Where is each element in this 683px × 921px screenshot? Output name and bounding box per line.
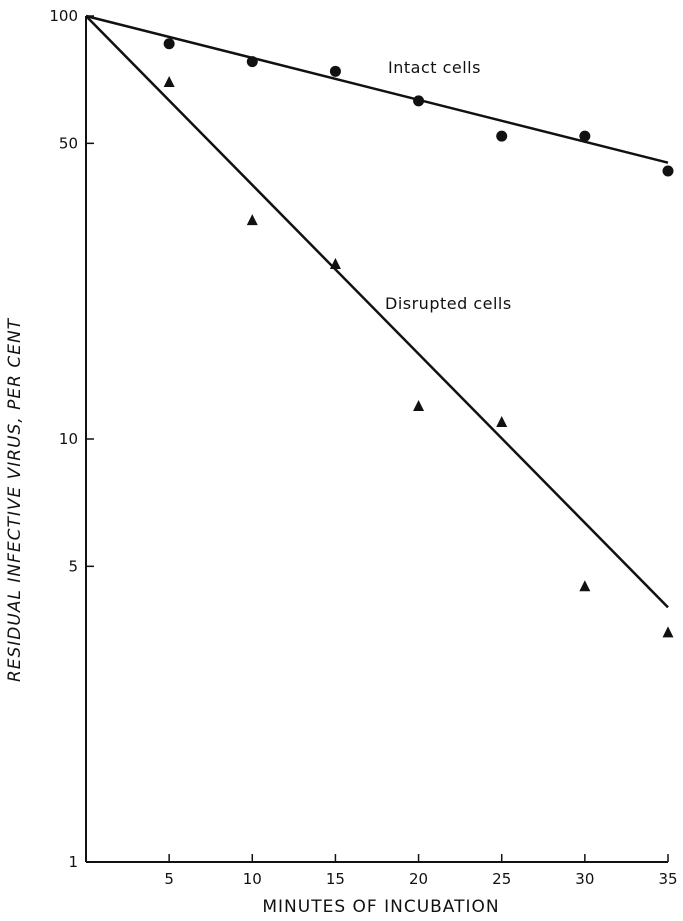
x-tick-label: 20 (409, 870, 428, 888)
y-tick-label: 1 (68, 853, 78, 871)
series-label-intact: Intact cells (388, 58, 481, 77)
data-point-circle (246, 56, 258, 68)
series-label-disrupted: Disrupted cells (385, 294, 512, 313)
y-tick-label: 10 (59, 430, 78, 448)
y-axis-label: RESIDUAL INFECTIVE VIRUS, PER CENT (5, 317, 25, 682)
fit-line-series-0 (85, 14, 669, 164)
data-point-triangle (329, 257, 341, 269)
data-point-triangle (163, 76, 175, 88)
data-point-circle (496, 130, 508, 142)
data-point-triangle (246, 214, 258, 226)
data-point-triangle (413, 400, 425, 412)
x-tick-label: 15 (326, 870, 345, 888)
x-tick-label: 35 (658, 870, 677, 888)
data-point-circle (662, 165, 674, 177)
x-tick-label: 5 (164, 870, 174, 888)
data-point-triangle (662, 626, 674, 638)
x-tick-label: 25 (492, 870, 511, 888)
data-point-circle (163, 38, 175, 50)
data-point-circle (413, 95, 425, 107)
x-tick-label: 10 (243, 870, 262, 888)
y-tick-label: 5 (68, 557, 78, 575)
fit-line-series-1 (85, 15, 669, 609)
y-tick-label: 50 (59, 134, 78, 152)
data-points (163, 38, 674, 638)
data-point-triangle (496, 415, 508, 427)
data-point-circle (329, 65, 341, 77)
data-point-circle (579, 130, 591, 142)
x-tick-label: 30 (575, 870, 594, 888)
x-axis-label: MINUTES OF INCUBATION (262, 897, 499, 917)
data-point-triangle (579, 580, 591, 592)
fit-lines (85, 14, 669, 609)
y-tick-label: 100 (49, 7, 78, 25)
